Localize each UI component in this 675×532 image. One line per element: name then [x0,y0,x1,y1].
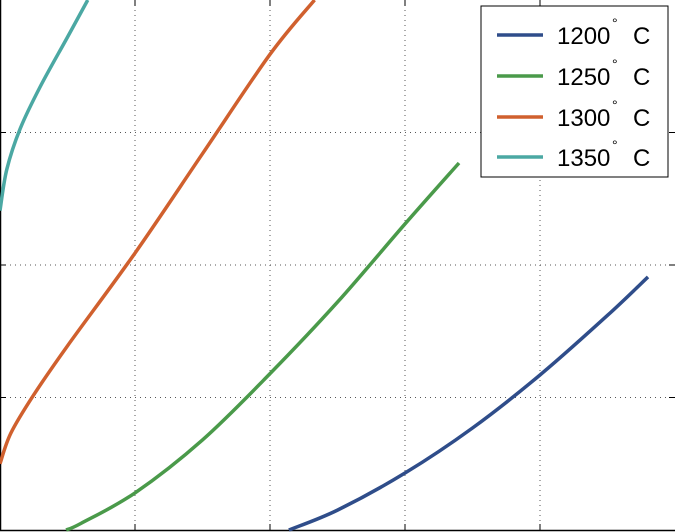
legend-entry-1300: 1300 ° C [497,97,650,132]
legend-entry-1350: 1350 ° C [497,137,650,172]
legend-degree-1200: ° [612,15,618,31]
legend-unit-1350: C [633,145,650,172]
legend-degree-1250: ° [612,56,618,72]
series-line-1200 [288,275,650,532]
series-line-1250 [65,161,461,532]
legend-entry-1200: 1200 ° C [497,15,650,50]
legend-label-1350: 1350 [557,145,610,172]
legend-label-1250: 1250 [557,64,610,91]
series-line-1350 [0,0,90,211]
series-line-1300 [0,0,316,465]
legend-label-1200: 1200 [557,23,610,50]
legend-degree-1300: ° [612,97,618,113]
legend-entry-1250: 1250 ° C [497,56,650,91]
legend-label-1300: 1300 [557,105,610,132]
legend-degree-1350: ° [612,137,618,153]
legend-unit-1250: C [633,64,650,91]
legend-unit-1300: C [633,105,650,132]
legend: 1200 ° C 1250 ° C 1300 ° C 1350 ° C [480,5,669,178]
series-group [0,0,650,532]
legend-unit-1200: C [633,23,650,50]
